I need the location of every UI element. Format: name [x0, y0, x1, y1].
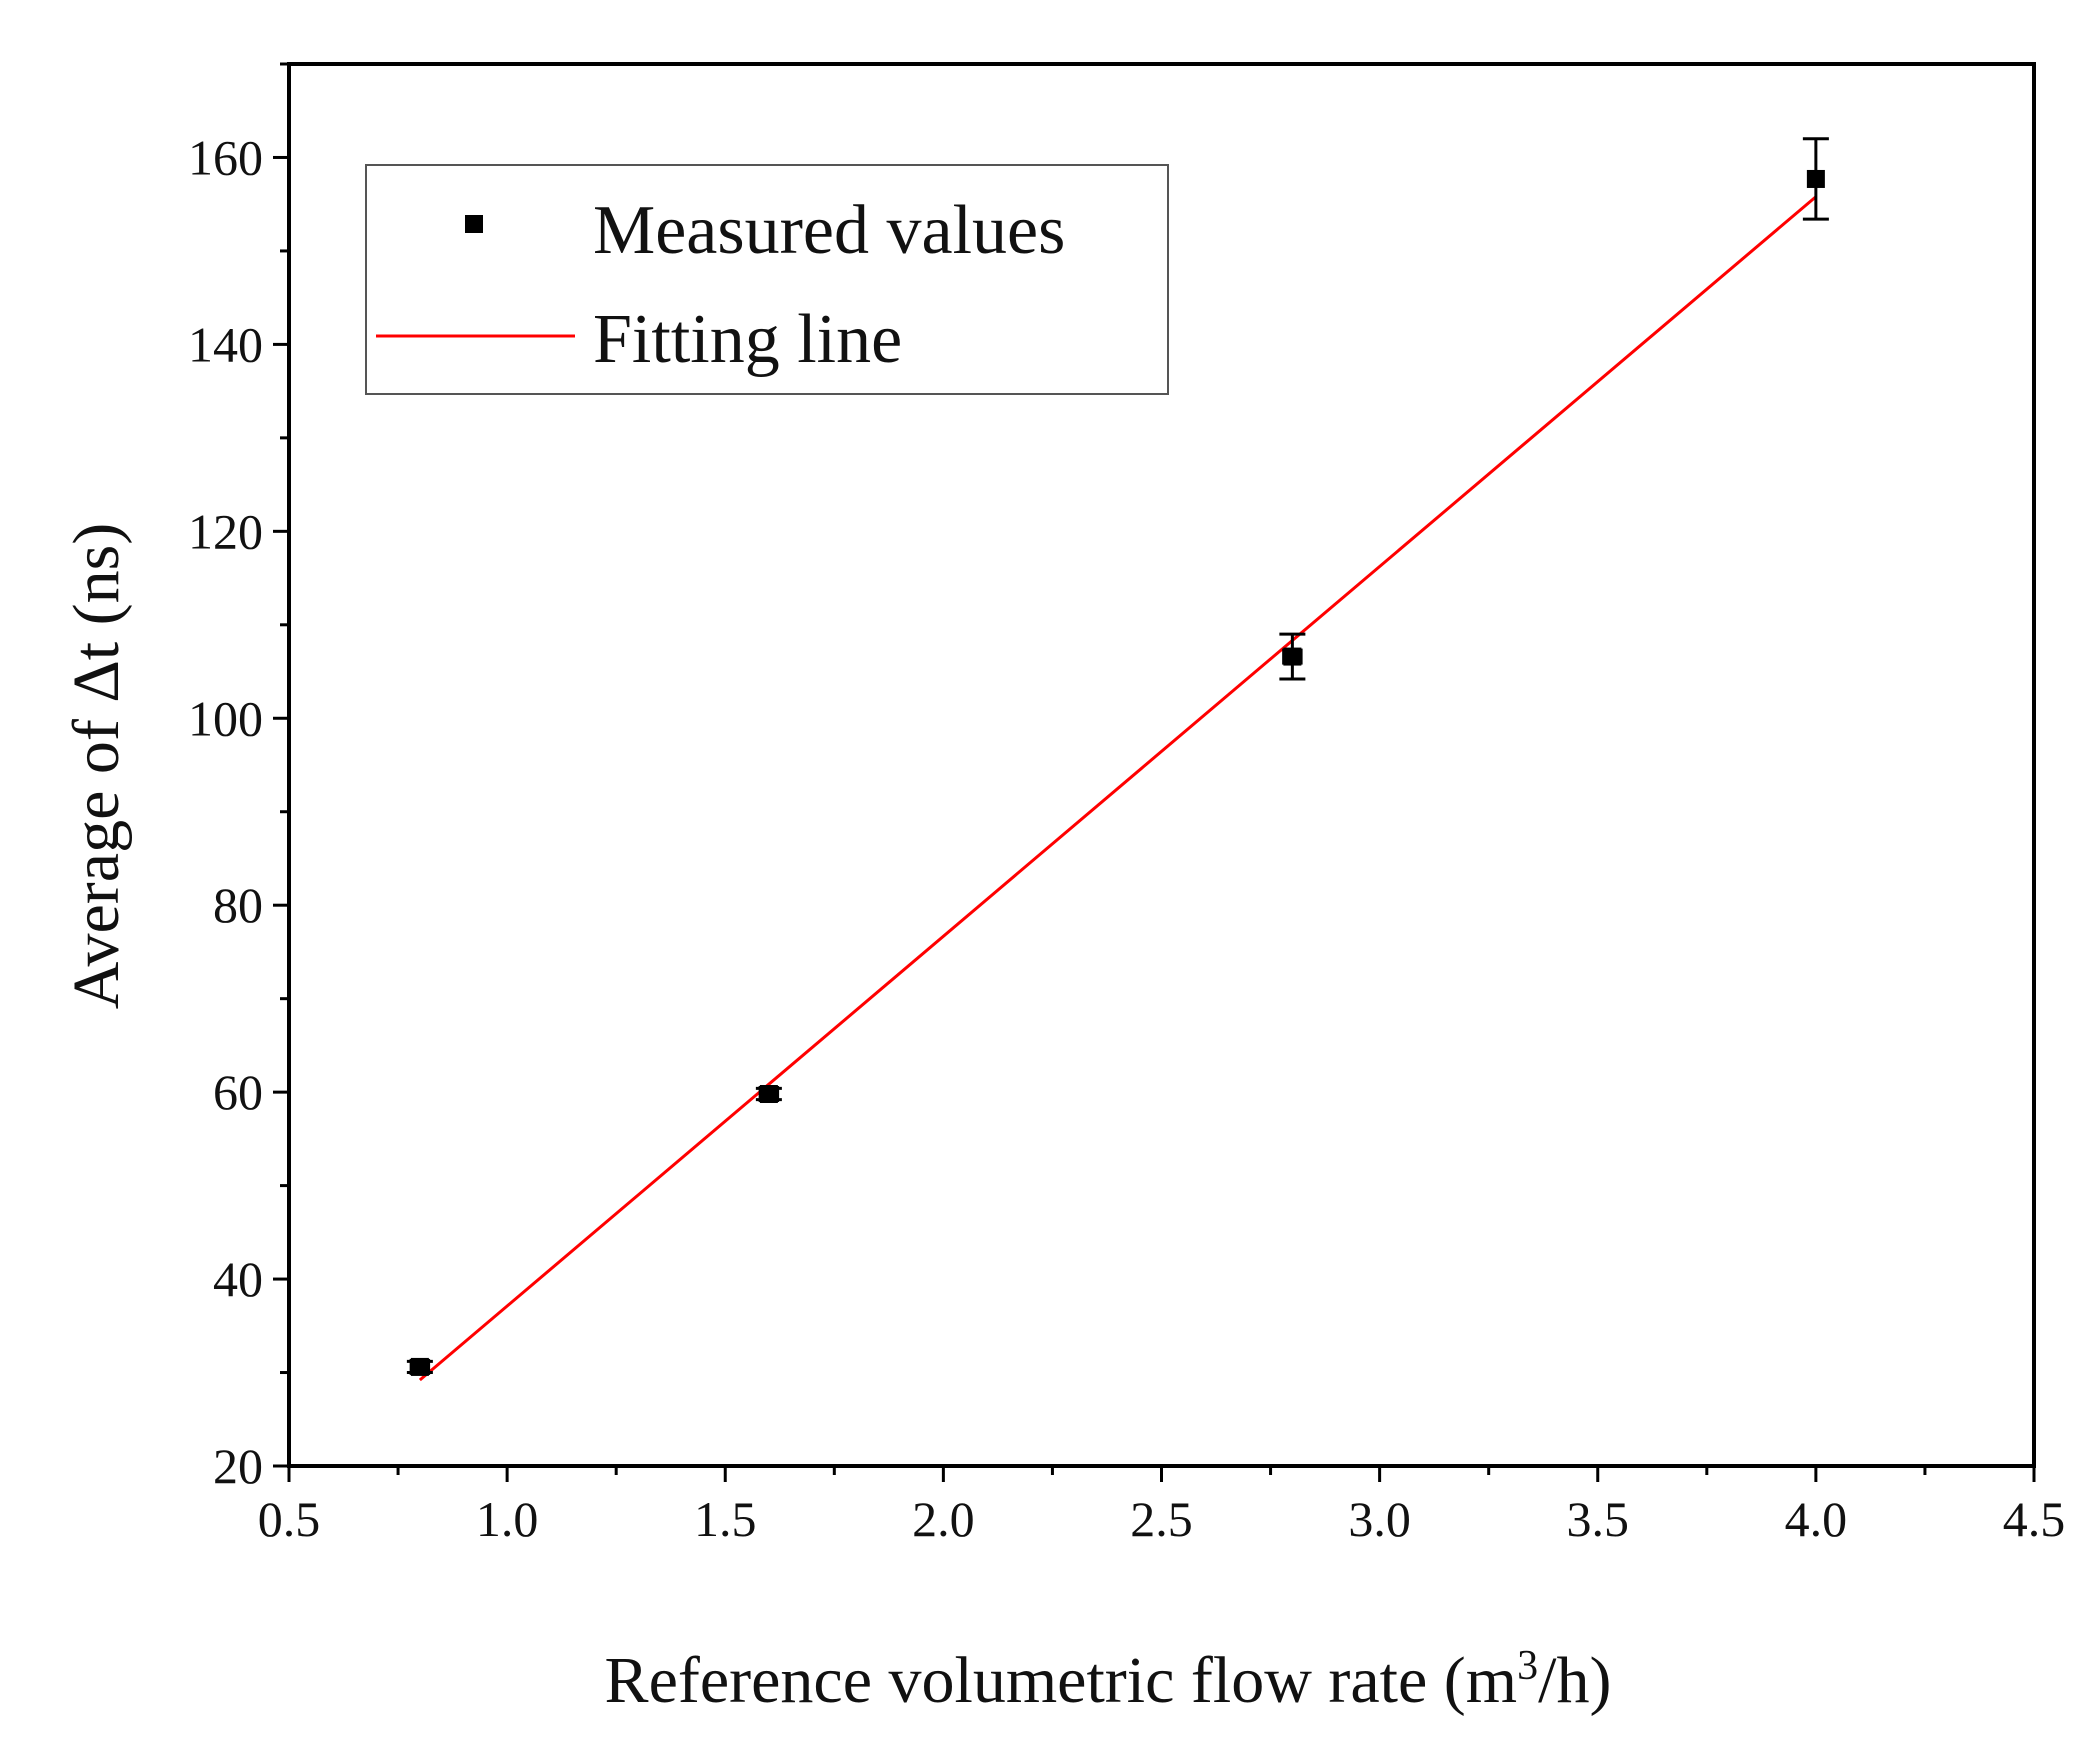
- fitting-line-layer: [418, 195, 1817, 1382]
- x-tick-label: 4.5: [2003, 1491, 2066, 1547]
- legend-label-measured: Measured values: [593, 192, 1065, 269]
- fitting-line: [418, 195, 1817, 1382]
- legend: Measured values Fitting line: [365, 164, 1169, 395]
- legend-marker-measured: [465, 215, 483, 233]
- y-axis-ticks: [273, 62, 289, 1468]
- y-axis-tick-labels: 20 40 60 80 100 120 140 160: [188, 129, 263, 1494]
- y-tick-label: 100: [188, 690, 263, 746]
- x-tick-label: 1.5: [694, 1491, 757, 1547]
- x-tick-label: 2.0: [912, 1491, 975, 1547]
- x-tick-label: 3.5: [1567, 1491, 1630, 1547]
- data-point: [410, 1357, 429, 1376]
- data-point: [1806, 169, 1825, 188]
- y-tick-label: 120: [188, 503, 263, 559]
- data-point: [759, 1085, 778, 1104]
- y-tick-label: 80: [213, 877, 263, 933]
- y-tick-label: 60: [213, 1064, 263, 1120]
- y-tick-label: 160: [188, 129, 263, 185]
- x-tick-label: 3.0: [1348, 1491, 1411, 1547]
- measured-points-layer: [406, 137, 1829, 1376]
- y-tick-label: 20: [213, 1438, 263, 1494]
- data-point: [1283, 647, 1302, 666]
- legend-box: [365, 164, 1169, 395]
- x-tick-label: 4.0: [1785, 1491, 1848, 1547]
- x-tick-label: 1.0: [476, 1491, 539, 1547]
- legend-label-fitting: Fitting line: [593, 301, 902, 378]
- x-axis-title: Reference volumetric flow rate (m3/h): [605, 1643, 1612, 1717]
- x-tick-label: 2.5: [1130, 1491, 1193, 1547]
- y-tick-label: 140: [188, 316, 263, 372]
- x-axis-tick-labels: 0.5 1.0 1.5 2.0 2.5 3.0 3.5 4.0 4.5: [258, 1491, 2066, 1547]
- x-tick-label: 0.5: [258, 1491, 321, 1547]
- y-axis-title: Average of Δt (ns): [60, 523, 133, 1010]
- x-axis-ticks: [287, 1466, 2036, 1482]
- y-tick-label: 40: [213, 1251, 263, 1307]
